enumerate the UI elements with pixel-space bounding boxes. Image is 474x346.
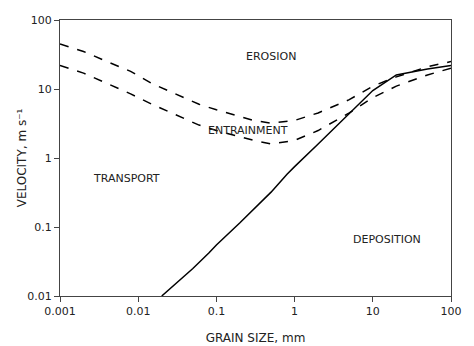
svg-text:0.1: 0.1 bbox=[208, 305, 226, 318]
svg-text:10: 10 bbox=[366, 305, 380, 318]
svg-text:10: 10 bbox=[38, 83, 52, 96]
svg-text:0.01: 0.01 bbox=[126, 305, 151, 318]
svg-text:0.01: 0.01 bbox=[27, 290, 52, 303]
svg-text:TRANSPORT: TRANSPORT bbox=[93, 172, 160, 185]
svg-text:0.001: 0.001 bbox=[44, 305, 76, 318]
svg-text:ENTRAINMENT: ENTRAINMENT bbox=[208, 124, 288, 137]
svg-text:1: 1 bbox=[45, 152, 52, 165]
svg-text:1: 1 bbox=[291, 305, 298, 318]
svg-text:100: 100 bbox=[441, 305, 462, 318]
svg-text:VELOCITY, m s⁻¹: VELOCITY, m s⁻¹ bbox=[15, 109, 29, 208]
svg-text:EROSION: EROSION bbox=[246, 50, 296, 63]
svg-text:0.1: 0.1 bbox=[34, 221, 52, 234]
svg-text:DEPOSITION: DEPOSITION bbox=[353, 233, 421, 246]
svg-text:100: 100 bbox=[31, 14, 52, 27]
svg-text:GRAIN SIZE, mm: GRAIN SIZE, mm bbox=[206, 331, 306, 345]
